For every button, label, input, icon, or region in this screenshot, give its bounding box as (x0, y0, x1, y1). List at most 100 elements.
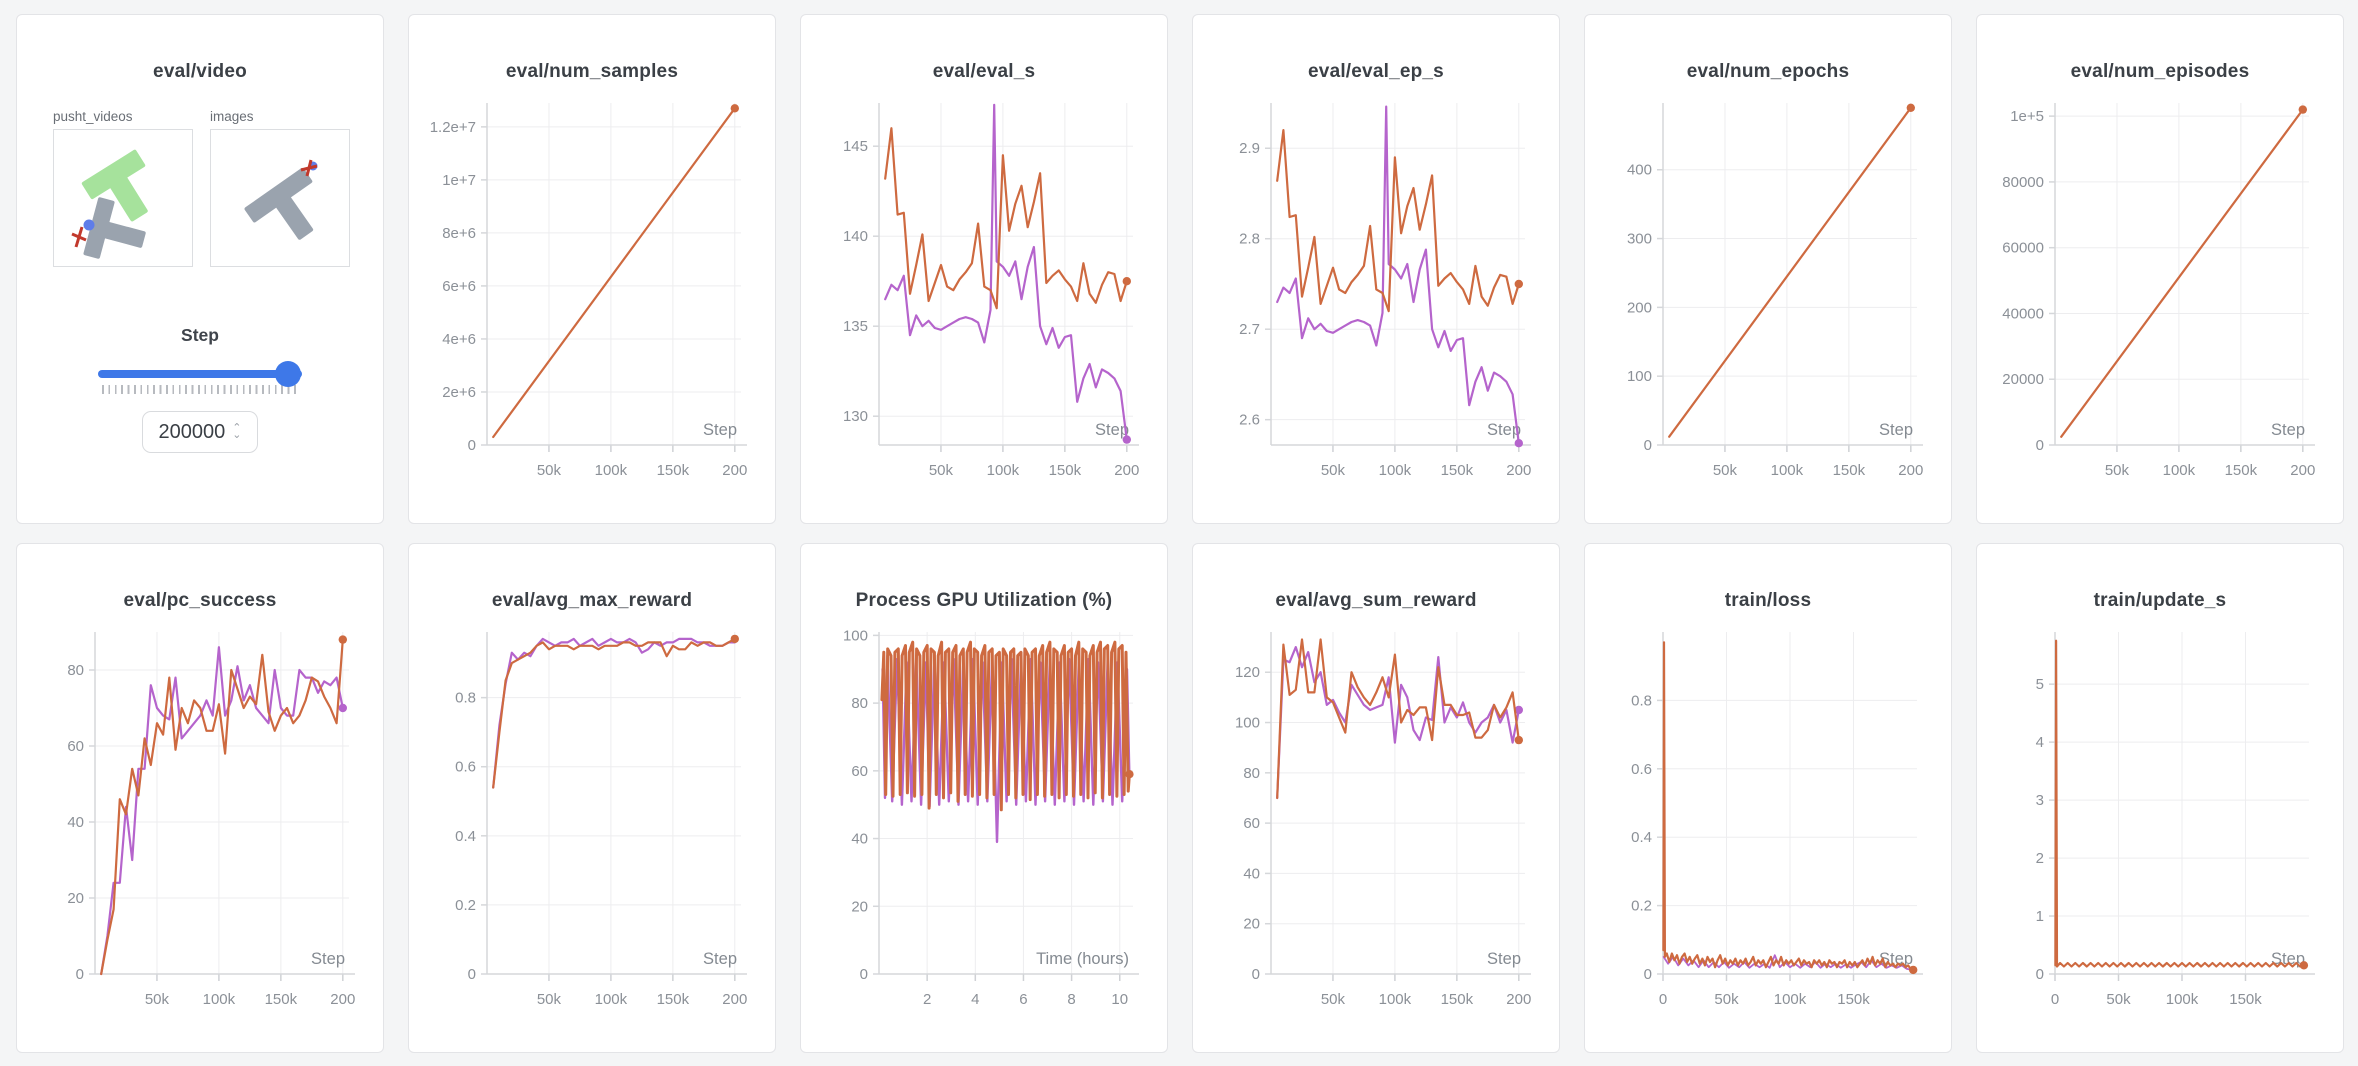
panel-eval-avg-sum-reward: eval/avg_sum_reward 0 20 40 60 80 100 120 50k 10… (1192, 543, 1560, 1053)
svg-text:8: 8 (1067, 991, 1075, 1008)
panel-eval-eval-ep-s: eval/eval_ep_s 2.6 2.7 2.8 2.9 50k 100k 150k 20… (1192, 14, 1560, 524)
goal-cross-icon (71, 226, 87, 248)
svg-text:0: 0 (860, 966, 868, 983)
line-chart[interactable]: 0 0.2 0.4 0.6 0.8 50k 100k 150k 200 Step (409, 622, 775, 1028)
svg-text:150k: 150k (657, 462, 690, 479)
svg-text:200: 200 (1114, 462, 1139, 479)
chevron-up-icon[interactable]: ⌃ (232, 422, 242, 434)
svg-text:60: 60 (67, 738, 84, 755)
line-chart[interactable]: 0 20 40 60 80 100 2 4 6 8 10 Time (hours) (801, 622, 1167, 1028)
step-control: Step 200000 ⌃ ⌄ (17, 325, 383, 453)
images-thumbnail[interactable] (210, 129, 350, 267)
line-chart[interactable]: 0 20 40 60 80 50k 100k 150k 200 Step (17, 622, 383, 1028)
svg-text:0.4: 0.4 (1631, 829, 1652, 846)
svg-text:60: 60 (1243, 815, 1260, 832)
svg-text:100: 100 (1627, 368, 1652, 385)
svg-text:50k: 50k (1321, 991, 1346, 1008)
svg-text:1.2e+7: 1.2e+7 (430, 119, 476, 136)
panel-eval-avg-max-reward: eval/avg_max_reward 0 0.2 0.4 0.6 0.8 50k 100k… (408, 543, 776, 1053)
svg-text:60: 60 (851, 763, 868, 780)
svg-text:150k: 150k (2229, 991, 2262, 1008)
svg-text:0.8: 0.8 (1631, 692, 1652, 709)
goal-t-shape (81, 149, 148, 222)
svg-text:50k: 50k (1321, 462, 1346, 479)
panel-title: eval/video (153, 61, 247, 82)
svg-text:50k: 50k (145, 991, 170, 1008)
svg-text:2.6: 2.6 (1239, 412, 1260, 429)
svg-text:150k: 150k (1833, 462, 1866, 479)
panel-eval-num-samples: eval/num_samples 0 2e+6 4e+6 6e+6 8e+6 1e+7 1.… (408, 14, 776, 524)
chevron-down-icon[interactable]: ⌄ (232, 429, 242, 441)
step-slider-track[interactable] (98, 370, 302, 378)
chart-title: eval/num_episodes (2070, 61, 2250, 82)
block-t-shape (83, 197, 146, 259)
svg-text:0.8: 0.8 (455, 690, 476, 707)
svg-text:40: 40 (1243, 865, 1260, 882)
svg-text:400: 400 (1627, 162, 1652, 179)
panel-eval-video: eval/video pusht_videos (16, 14, 384, 524)
svg-text:2: 2 (2036, 850, 2044, 867)
svg-text:0: 0 (1252, 966, 1260, 983)
svg-text:10: 10 (1111, 991, 1128, 1008)
chart-title: eval/num_epochs (1686, 61, 1850, 82)
svg-text:80: 80 (851, 695, 868, 712)
svg-text:0.4: 0.4 (455, 828, 476, 845)
svg-text:120: 120 (1235, 664, 1260, 681)
media-label: pusht_videos (53, 109, 133, 124)
svg-text:50k: 50k (929, 462, 954, 479)
svg-text:20: 20 (67, 890, 84, 907)
svg-text:Step: Step (311, 950, 345, 968)
svg-text:Step: Step (2271, 421, 2305, 439)
step-label: Step (181, 325, 219, 345)
svg-text:0: 0 (1659, 991, 1667, 1008)
chart-title: eval/eval_ep_s (1308, 61, 1444, 82)
line-chart[interactable]: 0 100 200 300 400 50k 100k 150k 200 Step (1585, 93, 1951, 499)
svg-text:0: 0 (76, 966, 84, 983)
chart-title: eval/avg_sum_reward (1275, 590, 1477, 611)
chart-title: train/loss (1724, 590, 1812, 611)
svg-text:100k: 100k (1379, 462, 1412, 479)
pusht-video-thumbnail[interactable] (53, 129, 193, 267)
step-slider[interactable] (98, 361, 302, 387)
line-chart[interactable]: 2.6 2.7 2.8 2.9 50k 100k 150k 200 Step (1193, 93, 1559, 499)
panel-eval-pc-success: eval/pc_success 0 20 40 60 80 50k 100k 150k 200 S… (16, 543, 384, 1053)
line-chart[interactable]: 0 2e+6 4e+6 6e+6 8e+6 1e+7 1.2e+7 50k 100k 150k 20… (409, 93, 775, 499)
svg-text:100k: 100k (987, 462, 1020, 479)
svg-text:100k: 100k (2166, 991, 2199, 1008)
line-chart[interactable]: 0 20 40 60 80 100 120 50k 100k 150k 200 Step (1193, 622, 1559, 1028)
svg-text:200: 200 (722, 991, 747, 1008)
panel-train-loss: train/loss 0 0.2 0.4 0.6 0.8 0 50k 100k 150k Step (1584, 543, 1952, 1053)
step-number-input[interactable]: 200000 ⌃ ⌄ (142, 411, 258, 453)
svg-text:150k: 150k (1441, 462, 1474, 479)
svg-text:50k: 50k (2106, 991, 2131, 1008)
svg-text:20: 20 (1243, 916, 1260, 933)
svg-text:20000: 20000 (2002, 371, 2044, 388)
svg-text:200: 200 (1506, 991, 1531, 1008)
svg-text:60000: 60000 (2002, 240, 2044, 257)
svg-text:0.2: 0.2 (1631, 898, 1652, 915)
svg-text:0.6: 0.6 (455, 759, 476, 776)
line-chart[interactable]: 130 135 140 145 50k 100k 150k 200 Step (801, 93, 1167, 499)
svg-text:Step: Step (1487, 950, 1521, 968)
svg-text:5: 5 (2036, 676, 2044, 693)
line-chart[interactable]: 0 1 2 3 4 5 0 50k 100k 150k Step (1977, 622, 2343, 1028)
step-slider-handle[interactable] (274, 361, 301, 387)
svg-text:145: 145 (843, 138, 868, 155)
svg-text:Step: Step (1095, 421, 1129, 439)
svg-text:1e+5: 1e+5 (2010, 108, 2044, 125)
svg-text:50k: 50k (1714, 991, 1739, 1008)
svg-text:100k: 100k (1771, 462, 1804, 479)
line-chart[interactable]: 0 0.2 0.4 0.6 0.8 0 50k 100k 150k Step (1585, 622, 1951, 1028)
svg-text:6: 6 (1019, 991, 1027, 1008)
svg-text:2.7: 2.7 (1239, 321, 1260, 338)
svg-text:40: 40 (851, 831, 868, 848)
step-value: 200000 (158, 420, 226, 443)
line-chart[interactable]: 0 20000 40000 60000 80000 1e+5 50k 100k 150k 200 S… (1977, 93, 2343, 499)
svg-text:130: 130 (843, 408, 868, 425)
svg-text:0: 0 (2051, 991, 2059, 1008)
svg-text:3: 3 (2036, 792, 2044, 809)
svg-text:Time (hours): Time (hours) (1036, 950, 1129, 968)
svg-text:1: 1 (2036, 908, 2044, 925)
svg-text:80: 80 (1243, 765, 1260, 782)
svg-text:2: 2 (923, 991, 931, 1008)
